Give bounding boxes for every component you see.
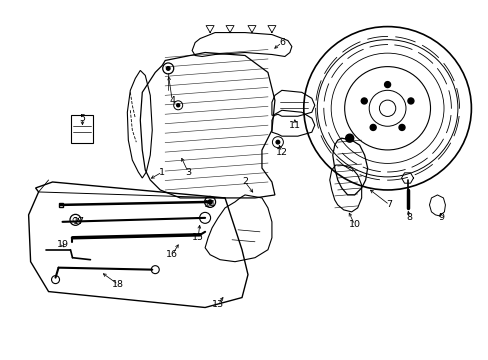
Text: 16: 16 xyxy=(166,250,178,259)
Text: 7: 7 xyxy=(386,201,392,210)
Text: 5: 5 xyxy=(79,114,85,123)
Circle shape xyxy=(398,125,404,130)
Text: 2: 2 xyxy=(242,177,247,186)
Text: 8: 8 xyxy=(406,213,412,222)
Circle shape xyxy=(208,200,212,204)
Text: 14: 14 xyxy=(203,201,216,210)
Circle shape xyxy=(166,67,170,70)
Circle shape xyxy=(361,98,366,104)
Text: 4: 4 xyxy=(169,96,175,105)
Circle shape xyxy=(345,134,353,142)
Circle shape xyxy=(176,104,179,107)
Text: 1: 1 xyxy=(159,167,165,176)
Circle shape xyxy=(276,140,279,144)
Circle shape xyxy=(407,98,413,104)
Text: 9: 9 xyxy=(438,213,444,222)
Text: 10: 10 xyxy=(348,220,360,229)
Text: 17: 17 xyxy=(72,217,84,226)
Text: 6: 6 xyxy=(278,38,285,47)
Text: 19: 19 xyxy=(57,240,68,249)
Text: 3: 3 xyxy=(185,167,191,176)
Text: 13: 13 xyxy=(212,300,224,309)
Text: 18: 18 xyxy=(112,280,124,289)
Circle shape xyxy=(369,125,375,130)
Circle shape xyxy=(384,82,390,87)
Text: 15: 15 xyxy=(192,233,203,242)
Text: 12: 12 xyxy=(275,148,287,157)
Text: 11: 11 xyxy=(288,121,300,130)
